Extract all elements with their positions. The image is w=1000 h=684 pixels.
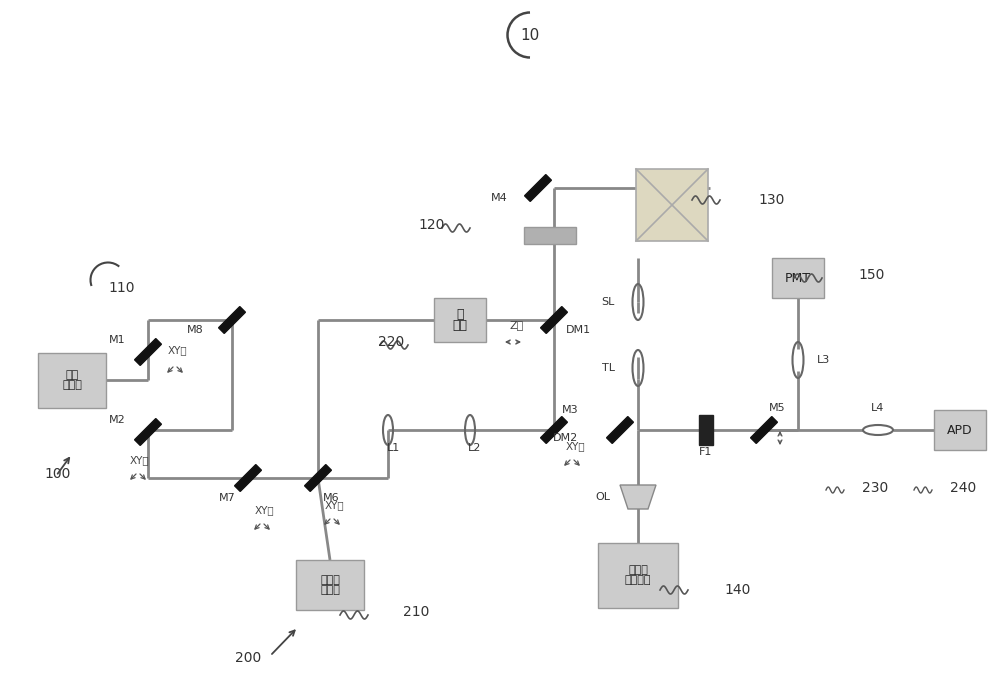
Text: 210: 210 xyxy=(403,605,429,619)
Text: L2: L2 xyxy=(468,443,482,453)
Text: 连续光: 连续光 xyxy=(320,585,340,595)
Text: 240: 240 xyxy=(950,481,976,495)
Bar xyxy=(38,352,106,408)
Polygon shape xyxy=(751,417,777,443)
Bar xyxy=(772,258,824,298)
Text: 150: 150 xyxy=(858,268,884,282)
Text: XY向: XY向 xyxy=(566,441,586,451)
Text: 200: 200 xyxy=(235,651,261,665)
Text: SL: SL xyxy=(601,297,615,307)
Text: 三维纳米: 三维纳米 xyxy=(625,575,651,585)
Text: 130: 130 xyxy=(758,193,784,207)
Text: XY向: XY向 xyxy=(325,500,345,510)
Text: 光器: 光器 xyxy=(65,370,79,380)
Text: XY向: XY向 xyxy=(168,345,188,355)
Text: M7: M7 xyxy=(219,493,236,503)
Bar xyxy=(296,560,364,610)
Text: 140: 140 xyxy=(724,583,750,597)
Text: 230: 230 xyxy=(862,481,888,495)
Polygon shape xyxy=(135,339,161,365)
Text: 100: 100 xyxy=(44,467,70,481)
Text: M3: M3 xyxy=(562,405,579,415)
Text: TL: TL xyxy=(602,363,614,373)
Bar xyxy=(598,542,678,607)
Text: M1: M1 xyxy=(109,335,126,345)
Text: 10: 10 xyxy=(520,27,540,42)
Text: XY向: XY向 xyxy=(255,505,275,515)
Text: L3: L3 xyxy=(816,355,830,365)
Text: 110: 110 xyxy=(108,281,134,295)
Text: OL: OL xyxy=(595,492,610,502)
Text: DM2: DM2 xyxy=(553,433,578,443)
Text: 120: 120 xyxy=(419,218,445,232)
Bar xyxy=(636,169,708,241)
Text: 位移台: 位移台 xyxy=(628,565,648,575)
Polygon shape xyxy=(607,417,633,443)
Polygon shape xyxy=(525,174,551,201)
Text: XY向: XY向 xyxy=(130,455,150,465)
Text: PMT: PMT xyxy=(785,272,811,285)
Polygon shape xyxy=(219,306,245,333)
Polygon shape xyxy=(620,485,656,509)
Text: DM1: DM1 xyxy=(566,325,591,335)
Text: 板: 板 xyxy=(456,308,464,321)
Bar xyxy=(434,298,486,342)
Text: M4: M4 xyxy=(491,193,508,203)
Text: 激光器: 激光器 xyxy=(320,575,340,585)
Text: M5: M5 xyxy=(769,403,786,413)
Text: L4: L4 xyxy=(871,403,885,413)
Text: F1: F1 xyxy=(699,447,713,457)
Text: L1: L1 xyxy=(386,443,400,453)
Polygon shape xyxy=(135,419,161,445)
Text: APD: APD xyxy=(947,423,973,436)
Text: 飞秒激: 飞秒激 xyxy=(62,380,82,390)
Bar xyxy=(934,410,986,450)
Text: 相位: 相位 xyxy=(452,319,468,332)
Polygon shape xyxy=(541,306,567,333)
Text: 220: 220 xyxy=(378,335,404,349)
Polygon shape xyxy=(305,464,331,491)
Bar xyxy=(524,226,576,244)
Text: M6: M6 xyxy=(323,493,340,503)
Text: M2: M2 xyxy=(109,415,126,425)
Polygon shape xyxy=(235,464,261,491)
Text: M8: M8 xyxy=(187,325,204,335)
Polygon shape xyxy=(541,417,567,443)
Text: Z向: Z向 xyxy=(510,320,524,330)
Bar xyxy=(699,415,713,445)
